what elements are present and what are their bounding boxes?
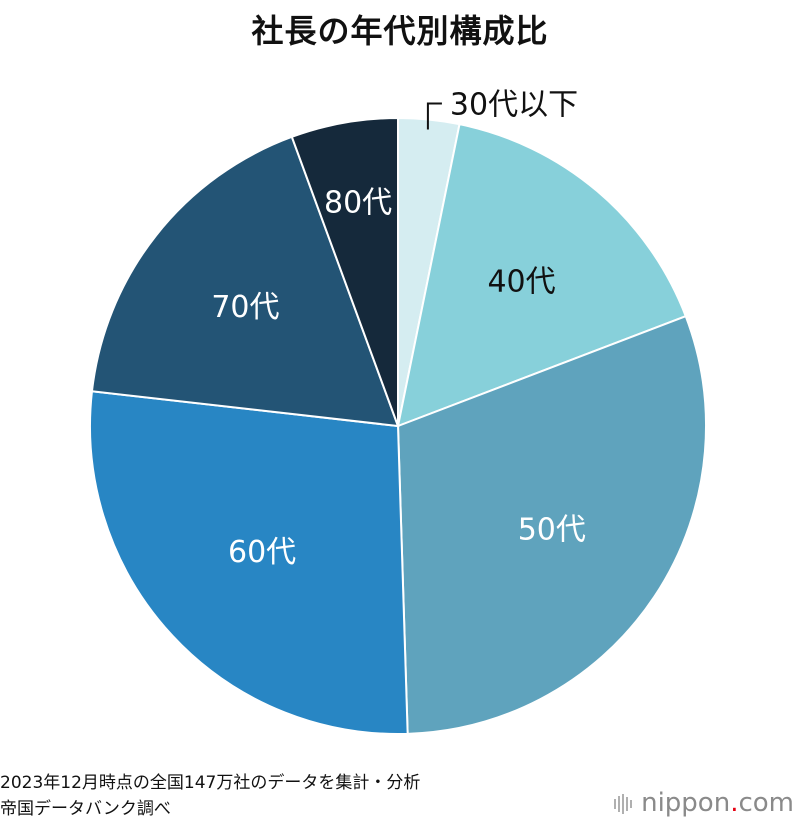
pie-slice-5 — [90, 135, 400, 428]
slice-label-2: 40代 — [487, 264, 555, 299]
slice-label-1: 30代以下 — [450, 88, 578, 123]
pie-slice-6 — [290, 116, 399, 427]
pie-slice-3 — [396, 314, 707, 735]
slice-label-6: 80代 — [324, 186, 392, 221]
slice-leader-line-1 — [426, 102, 442, 130]
pie-slices — [89, 116, 707, 735]
slice-label-3: 50代 — [518, 512, 586, 547]
chart-title: 社長の年代別構成比 — [251, 12, 549, 50]
brand-name: nippon — [641, 788, 731, 818]
pie-chart: 30代以下 40代 50代 60代 70代 80代 — [89, 88, 707, 735]
brand-dot: . — [730, 788, 739, 818]
sound-bars-icon — [614, 793, 633, 814]
slice-label-4: 60代 — [228, 535, 296, 570]
footnote-source: 帝国データバンク調べ — [0, 799, 171, 819]
pie-slice-2 — [396, 123, 688, 428]
footnote-survey: 2023年12月時点の全国147万社のデータを集計・分析 — [0, 773, 421, 793]
pie-slice-4 — [89, 390, 409, 735]
slice-label-5: 70代 — [211, 290, 279, 325]
brand-suffix: com — [738, 788, 794, 818]
brand-logo: nippon.com — [613, 788, 794, 818]
pie-labels: 30代以下 40代 50代 60代 70代 80代 — [211, 88, 586, 571]
